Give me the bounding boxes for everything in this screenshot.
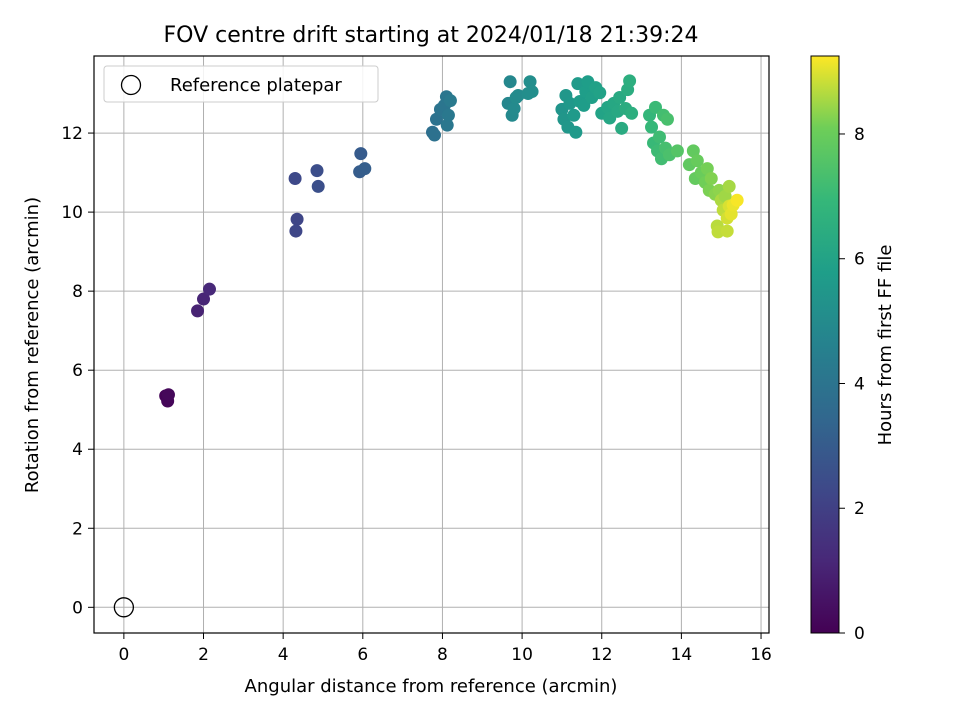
data-point bbox=[718, 189, 732, 203]
data-point bbox=[440, 118, 454, 132]
data-point bbox=[722, 179, 736, 193]
colorbar-ticks: 0 2 4 6 8 bbox=[839, 125, 865, 644]
x-tick-label: 2 bbox=[198, 645, 209, 665]
colorbar-tick-label: 6 bbox=[854, 250, 865, 270]
y-axis-ticks: 0 2 4 6 8 10 12 bbox=[61, 124, 94, 618]
data-point bbox=[503, 75, 517, 89]
data-point bbox=[670, 144, 684, 158]
data-point bbox=[191, 304, 205, 318]
legend-entry-label: Reference platepar bbox=[170, 75, 342, 96]
y-tick-label: 10 bbox=[61, 203, 83, 223]
y-tick-label: 6 bbox=[72, 361, 83, 381]
x-tick-label: 10 bbox=[511, 645, 533, 665]
legend-marker bbox=[120, 74, 142, 96]
data-point bbox=[567, 108, 581, 122]
x-tick-label: 0 bbox=[118, 645, 129, 665]
data-point bbox=[645, 120, 659, 134]
x-tick-label: 6 bbox=[357, 645, 368, 665]
data-point bbox=[290, 212, 304, 226]
data-point bbox=[652, 130, 666, 144]
data-point bbox=[593, 86, 607, 100]
data-point bbox=[310, 164, 324, 178]
data-point bbox=[660, 112, 674, 126]
colorbar-tick-label: 2 bbox=[854, 499, 865, 519]
y-tick-label: 12 bbox=[61, 124, 83, 144]
colorbar-tick-label: 0 bbox=[854, 624, 865, 644]
colorbar-label: Hours from first FF file bbox=[875, 245, 896, 446]
data-points bbox=[159, 74, 744, 408]
x-axis-ticks: 0 2 4 6 8 10 12 14 16 bbox=[118, 633, 772, 665]
y-axis-label: Rotation from reference (arcmin) bbox=[22, 197, 43, 493]
data-point bbox=[569, 125, 583, 139]
x-tick-label: 12 bbox=[591, 645, 613, 665]
x-tick-label: 16 bbox=[750, 645, 772, 665]
data-point bbox=[521, 87, 535, 101]
data-point bbox=[511, 89, 525, 103]
data-point bbox=[289, 224, 303, 238]
legend: Reference platepar bbox=[103, 65, 379, 103]
data-point bbox=[686, 144, 700, 158]
data-point bbox=[288, 172, 302, 186]
data-point bbox=[311, 179, 325, 193]
data-point bbox=[441, 108, 455, 122]
reference-marker bbox=[113, 597, 135, 618]
legend-box bbox=[103, 65, 379, 103]
data-point bbox=[429, 112, 443, 126]
x-tick-label: 4 bbox=[278, 645, 289, 665]
data-point bbox=[354, 147, 368, 161]
data-point bbox=[161, 388, 175, 402]
data-point bbox=[623, 74, 637, 88]
colorbar bbox=[810, 55, 840, 634]
y-tick-label: 0 bbox=[72, 598, 83, 618]
chart-title: FOV centre drift starting at 2024/01/18 … bbox=[164, 23, 699, 48]
y-tick-label: 2 bbox=[72, 519, 83, 539]
data-point bbox=[197, 292, 211, 306]
data-point bbox=[625, 106, 639, 120]
data-point bbox=[443, 94, 457, 108]
y-tick-label: 4 bbox=[72, 440, 83, 460]
data-point bbox=[507, 102, 521, 116]
x-tick-label: 14 bbox=[671, 645, 693, 665]
y-tick-label: 8 bbox=[72, 282, 83, 302]
data-point bbox=[427, 128, 441, 142]
data-point bbox=[577, 98, 591, 112]
data-point bbox=[613, 90, 627, 104]
data-point bbox=[730, 193, 744, 207]
data-point bbox=[720, 224, 734, 238]
data-point bbox=[700, 162, 714, 176]
x-axis-label: Angular distance from reference (arcmin) bbox=[245, 676, 618, 697]
data-point bbox=[571, 77, 585, 91]
colorbar-tick-label: 4 bbox=[854, 374, 865, 394]
data-point bbox=[690, 154, 704, 168]
reference-point bbox=[113, 597, 135, 618]
data-point bbox=[523, 75, 537, 89]
grid-lines bbox=[94, 56, 769, 633]
data-point bbox=[563, 96, 577, 110]
data-point bbox=[704, 172, 718, 186]
colorbar-tick-label: 8 bbox=[854, 125, 865, 145]
data-point bbox=[358, 162, 372, 176]
data-point bbox=[202, 282, 216, 296]
x-tick-label: 8 bbox=[437, 645, 448, 665]
data-point bbox=[649, 100, 663, 114]
data-point bbox=[615, 121, 629, 135]
plot-frame bbox=[93, 55, 770, 634]
